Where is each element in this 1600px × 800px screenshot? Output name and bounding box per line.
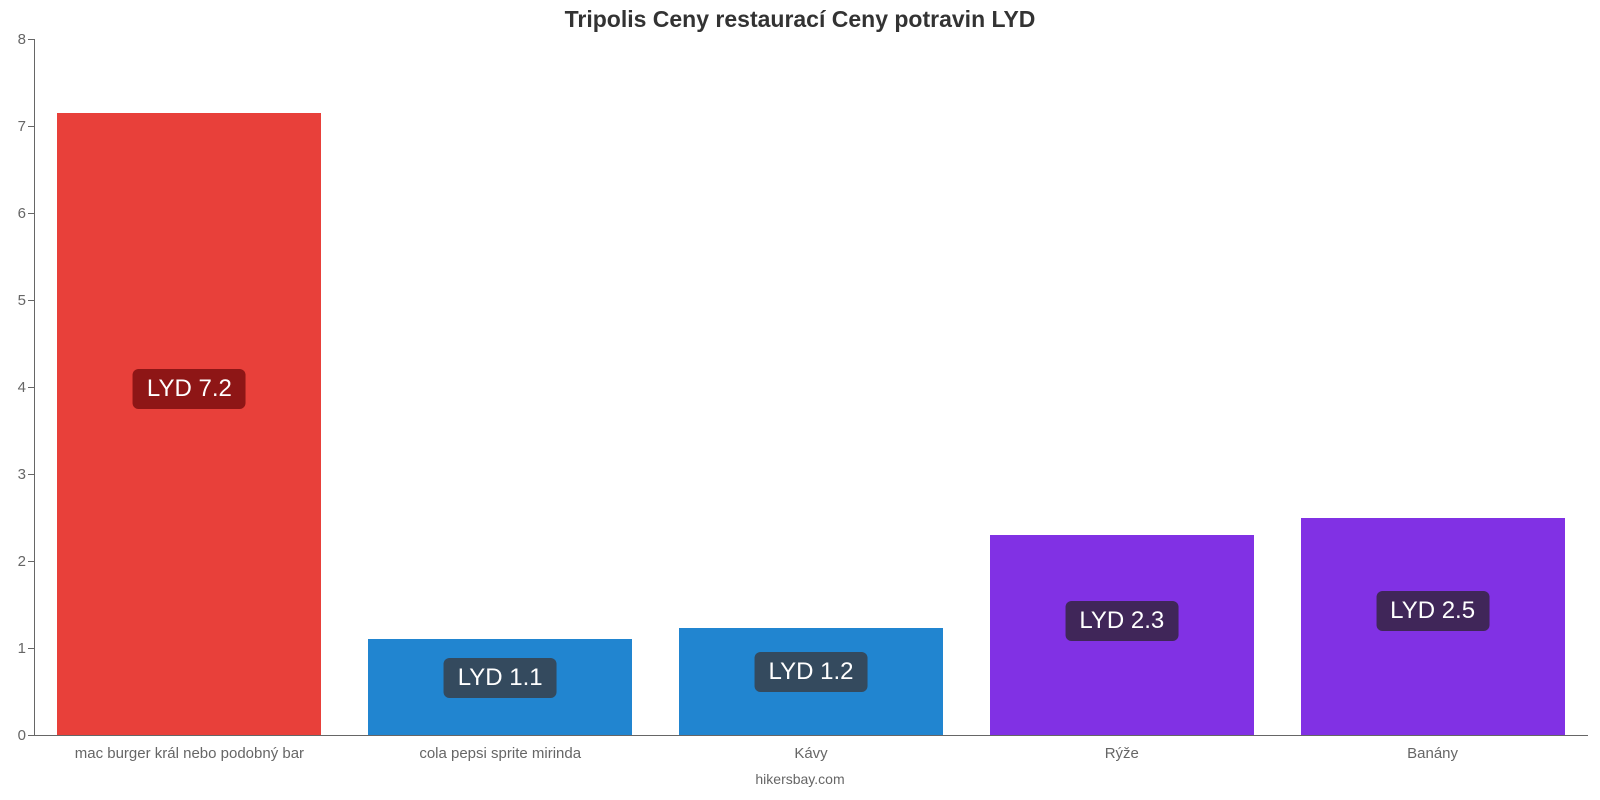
attribution-text: hikersbay.com — [0, 771, 1600, 787]
y-tick-mark — [28, 300, 34, 301]
bar-value-label: LYD 7.2 — [133, 369, 246, 409]
bar-value-label: LYD 2.3 — [1065, 601, 1178, 641]
bar-value-label: LYD 2.5 — [1376, 591, 1489, 631]
y-tick-label: 7 — [4, 118, 26, 135]
y-tick-mark — [28, 126, 34, 127]
y-tick-label: 5 — [4, 292, 26, 309]
price-bar-chart: Tripolis Ceny restaurací Ceny potravin L… — [0, 0, 1600, 800]
bar-value-label: LYD 1.1 — [444, 658, 557, 698]
y-tick-mark — [28, 474, 34, 475]
y-tick-mark — [28, 213, 34, 214]
y-tick-mark — [28, 39, 34, 40]
y-tick-label: 0 — [4, 727, 26, 744]
x-tick-label: cola pepsi sprite mirinda — [345, 745, 656, 762]
y-axis-line — [34, 39, 35, 735]
y-tick-mark — [28, 561, 34, 562]
y-tick-mark — [28, 648, 34, 649]
y-tick-mark — [28, 735, 34, 736]
y-tick-mark — [28, 387, 34, 388]
y-tick-label: 4 — [4, 379, 26, 396]
y-tick-label: 3 — [4, 466, 26, 483]
x-axis-line — [34, 735, 1588, 736]
y-tick-label: 6 — [4, 205, 26, 222]
plot-area: 012345678LYD 7.2mac burger král nebo pod… — [34, 39, 1588, 735]
x-tick-label: Rýže — [966, 745, 1277, 762]
y-tick-label: 2 — [4, 553, 26, 570]
bar-value-label: LYD 1.2 — [755, 652, 868, 692]
x-tick-label: Kávy — [656, 745, 967, 762]
bar — [57, 113, 321, 735]
x-tick-label: mac burger král nebo podobný bar — [34, 745, 345, 762]
y-tick-label: 8 — [4, 31, 26, 48]
y-tick-label: 1 — [4, 640, 26, 657]
x-tick-label: Banány — [1277, 745, 1588, 762]
chart-title: Tripolis Ceny restaurací Ceny potravin L… — [0, 6, 1600, 33]
